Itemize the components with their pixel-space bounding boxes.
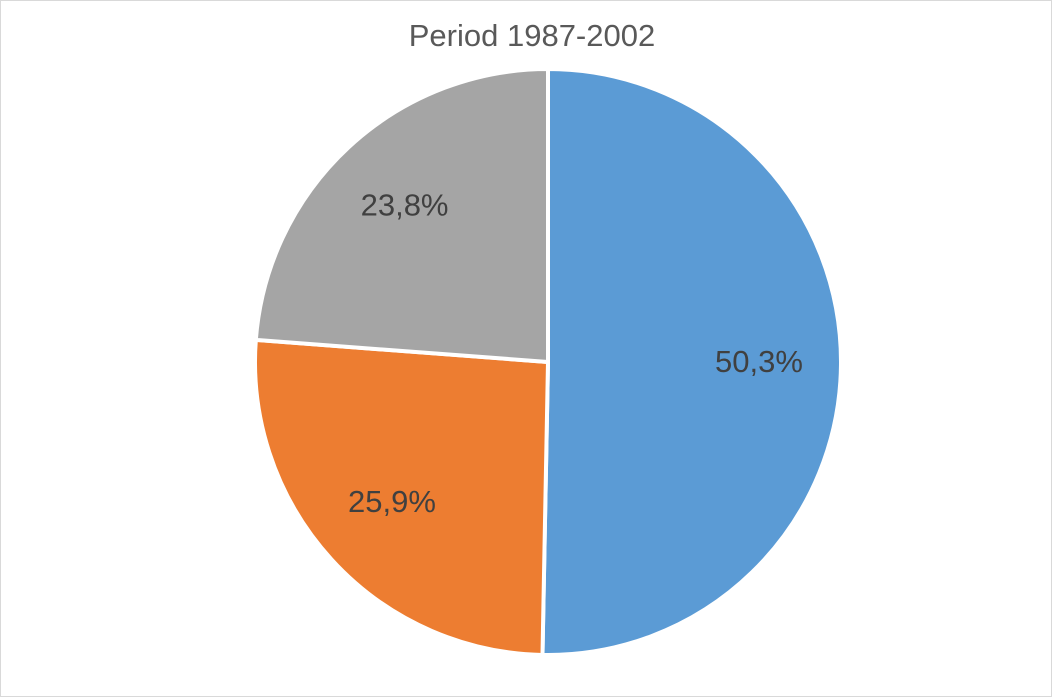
pie-slice [253,67,550,364]
pie-slice [540,67,843,657]
pie-slice [253,337,550,657]
data-label: 50,3% [715,344,803,379]
chart-title: Period 1987-2002 [409,18,655,53]
data-label: 25,9% [348,484,436,519]
pie: 50,3% 25,9% 23,8% [253,67,843,657]
data-label: 23,8% [361,187,449,222]
